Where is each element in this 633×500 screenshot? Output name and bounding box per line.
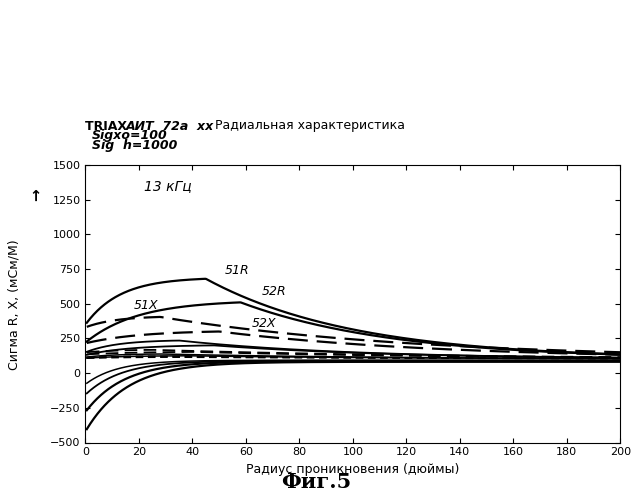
- Text: АИТ  72а  хх: АИТ 72а хх: [125, 120, 213, 132]
- Text: Sig  h=1000: Sig h=1000: [92, 138, 177, 151]
- Text: Сигма R, X, (мСм/М): Сигма R, X, (мСм/М): [8, 240, 20, 370]
- Text: 51R: 51R: [225, 264, 249, 277]
- Text: Радиальная характеристика: Радиальная характеристика: [211, 120, 404, 132]
- Text: Фиг.5: Фиг.5: [282, 472, 351, 492]
- Text: 51X: 51X: [134, 298, 158, 312]
- Text: 52X: 52X: [251, 318, 276, 330]
- Text: 13 кГц: 13 кГц: [144, 179, 192, 193]
- Text: 52R: 52R: [262, 286, 287, 298]
- Text: TRIAX: TRIAX: [85, 120, 132, 132]
- Text: →: →: [28, 188, 44, 202]
- X-axis label: Радиус проникновения (дюймы): Радиус проникновения (дюймы): [246, 463, 460, 476]
- Text: Sigxo=100: Sigxo=100: [92, 129, 168, 142]
